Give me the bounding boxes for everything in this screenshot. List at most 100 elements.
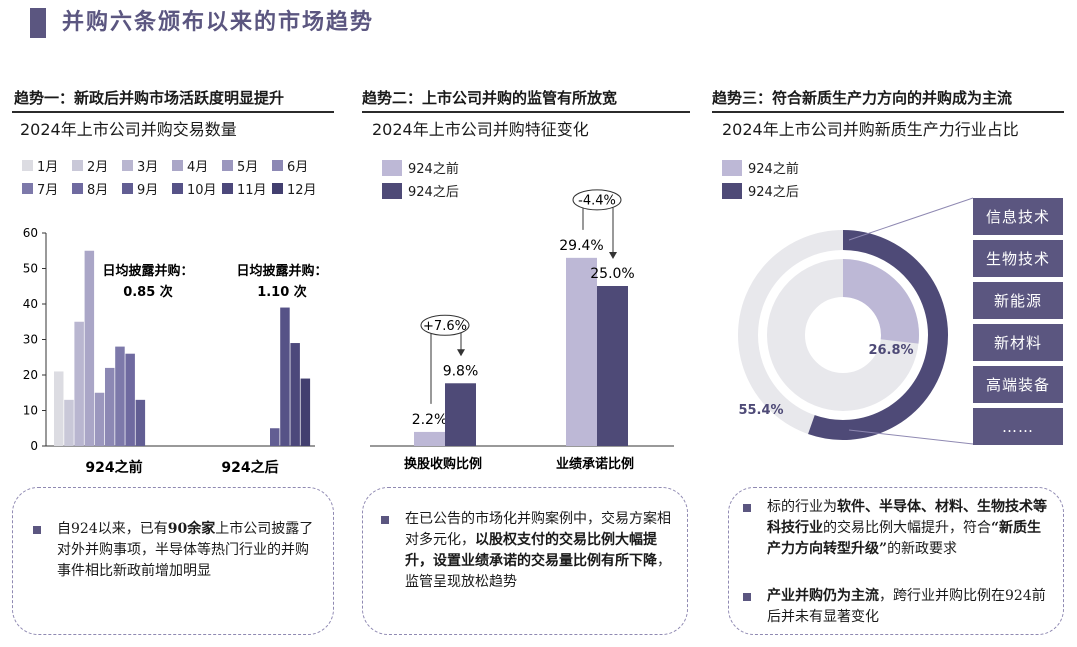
value-label-before: 26.8% [868,343,913,358]
trend-two-legend: 924之前 924之后 [382,156,459,202]
note-segment: 自924以来，已有 [57,521,168,537]
y-tick-label: 50 [23,262,38,276]
legend-label-before: 924之前 [748,162,799,177]
legend-swatch-before [722,159,742,176]
legend-item-month: 12月 [272,177,322,200]
page-title: 并购六条颁布以来的市场趋势 [62,9,375,35]
note-point: 自924以来，已有90余家上市公司披露了对外并购事项，半导体等热门行业的并购事件… [33,519,319,609]
bar-2月 [64,399,74,446]
trend-three-subtitle: 2024年上市公司并购新质生产力行业占比 [722,120,1019,139]
data-label: 25.0% [590,266,634,282]
trend-one-subtitle: 2024年上市公司并购交易数量 [20,120,237,139]
legend-item-before: 924之前 [382,156,459,179]
bar-12月 [300,378,311,446]
bar-8月 [125,353,135,446]
note-emphasis: 90余家 [167,521,216,537]
industry-item: 新能源 [973,282,1063,319]
data-label: 9.8% [443,363,479,379]
industry-item: 新材料 [973,324,1063,361]
note-segment: ，跨行业并购比例在924前后并未有显著变化 [767,588,1046,625]
legend-swatch [122,160,133,171]
x-category-label: 924之后 [221,459,278,476]
bar-after [445,383,476,446]
legend-swatch [222,183,233,194]
bar-4月 [84,250,95,446]
arrow-down-icon [457,349,465,357]
bar-3月 [74,321,84,446]
legend-swatch [122,183,133,194]
bar-after [597,286,628,446]
trend-three-heading: 趋势三：符合新质生产力方向的并购成为主流 [712,89,1013,107]
note-segment: 的交易比例大幅提升，符合 [823,520,991,536]
note-point: 产业并购仍为主流，跨行业并购比例在924前后并未有显著变化 [743,586,1047,628]
legend-label: 8月 [87,183,109,198]
bar-9月 [270,428,280,446]
arrow-down-icon [609,252,617,259]
note-box-one: 自924以来，已有90余家上市公司披露了对外并购事项，半导体等热门行业的并购事件… [12,487,334,635]
trend-three-rule [712,111,1064,113]
change-label: -4.4% [578,193,616,208]
note-text: 标的行业为软件、半导体、材料、生物技术等科技行业的交易比例大幅提升，符合“新质生… [767,497,1047,560]
bar-before [414,431,445,446]
ring-before [842,259,919,344]
bar-6月 [105,367,115,446]
bullet-icon [743,504,751,512]
note-emphasis: 软件、半导体、材料、生物技术等科技行业 [767,499,1047,536]
legend-label: 12月 [287,183,317,198]
feature-change-chart: 2.2% 9.8% 换股收购比例 +7.6% 29.4% 25.0% 业绩承诺比例 -4.4% [370,189,674,472]
y-tick-label: 40 [23,297,38,311]
legend-swatch [22,160,33,171]
annotation-after-value: 1.10 次 [257,284,307,300]
y-tick-label: 0 [30,439,38,453]
legend-item-month: 2月 [72,154,122,177]
legend-swatch [72,160,83,171]
y-tick-label: 20 [23,368,38,382]
annotation-before-value: 0.85 次 [123,284,173,300]
bar-5月 [94,392,105,446]
legend-label: 6月 [287,160,309,175]
change-label: +7.6% [423,319,467,334]
annotation-before-label: 日均披露并购： [102,263,193,279]
bullet-icon [33,526,41,534]
legend-label: 2月 [87,160,109,175]
trend-two-heading: 趋势二：上市公司并购的监管有所放宽 [362,89,618,107]
legend-label: 3月 [137,160,159,175]
bar-1月 [54,371,64,446]
legend-item-before: 924之前 [722,156,799,179]
legend-label: 11月 [237,183,267,198]
legend-label-after: 924之后 [408,185,459,200]
legend-label: 9月 [137,183,159,198]
legend-label: 4月 [187,160,209,175]
note-point: 标的行业为软件、半导体、材料、生物技术等科技行业的交易比例大幅提升，符合“新质生… [743,497,1047,581]
bullet-icon [743,593,751,601]
legend-swatch [172,183,183,194]
legend-item-month: 7月 [22,177,72,200]
connector-line [848,429,974,445]
legend-item-month: 5月 [222,154,272,177]
legend-label: 5月 [237,160,259,175]
annotation-after-label: 日均披露并购： [236,263,327,279]
note-segment: 上市公司披露了对外并购事项，半导体等热门行业的并购事件相比新政前增加明显 [57,521,314,579]
legend-label: 10月 [187,183,217,198]
legend-item-month: 1月 [22,154,72,177]
legend-label: 7月 [37,183,59,198]
legend-item-month: 3月 [122,154,172,177]
legend-item-month: 9月 [122,177,172,200]
note-emphasis: 产业并购仍为主流 [767,588,879,604]
note-point: 在已公告的市场化并购案例中，交易方案相对多元化，以股权支付的交易比例大幅提升，设… [381,509,673,619]
y-tick-label: 60 [23,226,38,240]
title-accent-bar [30,8,46,38]
bar-7月 [115,346,125,446]
legend-swatch [272,183,283,194]
legend-swatch [22,183,33,194]
data-label: 29.4% [559,238,603,254]
industry-share-donut: 26.8% 55.4% [738,197,974,445]
data-label: 2.2% [412,412,448,428]
note-box-three: 标的行业为软件、半导体、材料、生物技术等科技行业的交易比例大幅提升，符合“新质生… [728,487,1064,635]
value-label-after: 55.4% [738,403,783,418]
legend-swatch [72,183,83,194]
note-emphasis: 以股权支付的交易比例大幅提升，设置业绩承诺的交易量比例有所下降 [405,532,657,569]
note-text: 产业并购仍为主流，跨行业并购比例在924前后并未有显著变化 [767,586,1047,628]
note-emphasis: “新质生产力方向转型升级” [767,520,1042,557]
industry-item: 信息技术 [973,198,1063,235]
